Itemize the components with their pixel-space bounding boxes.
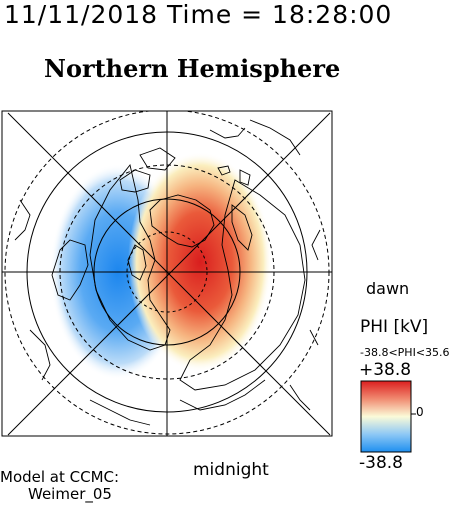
midnight-label: midnight	[193, 460, 269, 480]
colorbar-zero-label: 0	[416, 405, 424, 419]
colorbar-min-label: -38.8	[359, 453, 403, 473]
colorbar-title: PHI [kV]	[360, 317, 429, 337]
colorbar-max-label: +38.8	[359, 360, 412, 380]
coastlines	[14, 119, 321, 426]
timestamp: 11/11/2018 Time = 18:28:00	[4, 0, 393, 29]
credit-line-2: Weimer_05	[28, 485, 112, 503]
colorbar	[360, 380, 412, 453]
dawn-label: dawn	[366, 279, 410, 298]
meridian-diagonal-2	[7, 112, 331, 436]
credit-line-1: Model at CCMC:	[0, 468, 120, 486]
map-title: Northern Hemisphere	[44, 54, 341, 83]
colorbar-range: -38.8<PHI<35.6	[360, 346, 450, 359]
